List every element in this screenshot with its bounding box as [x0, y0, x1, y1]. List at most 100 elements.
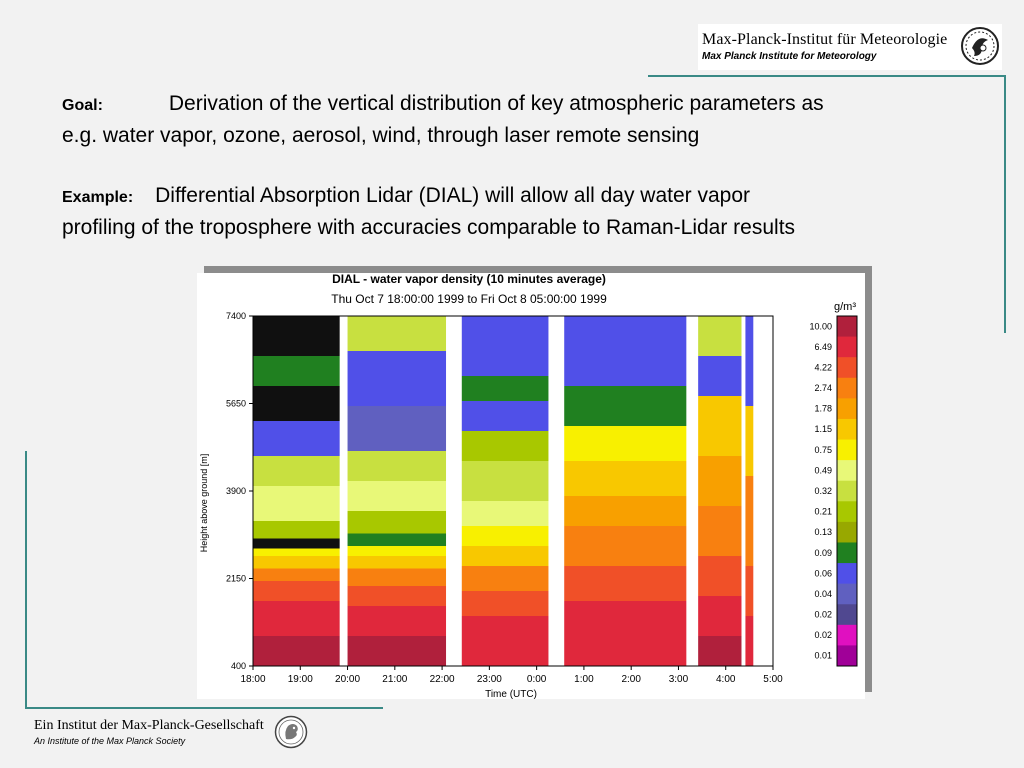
heatmap-band: [564, 601, 687, 666]
heatmap-band: [698, 456, 742, 506]
colorbar-swatch: [837, 418, 857, 441]
colorbar-swatch: [837, 357, 857, 379]
heatmap-band: [698, 556, 742, 596]
heatmap-band: [698, 506, 742, 556]
colorbar-swatch: [837, 542, 857, 564]
heatmap-band: [564, 316, 687, 386]
heatmap-band: [347, 568, 447, 586]
x-tick-label: 19:00: [288, 674, 313, 685]
example-text-line1: Differential Absorption Lidar (DIAL) wil…: [155, 184, 751, 207]
x-tick-label: 2:00: [621, 674, 641, 685]
colorbar-swatch: [837, 316, 857, 338]
data-segment: [461, 316, 549, 666]
colorbar-label: 0.21: [814, 507, 832, 517]
chart-subtitle: Thu Oct 7 18:00:00 1999 to Fri Oct 8 05:…: [331, 292, 607, 306]
colorbar-label: 0.02: [814, 630, 832, 640]
institute-name-en: Max Planck Institute for Meteorology: [702, 51, 877, 62]
heatmap-band: [253, 636, 340, 666]
heatmap-band: [461, 431, 549, 461]
colorbar-label: 0.13: [814, 527, 832, 537]
heatmap-band: [564, 426, 687, 461]
heatmap-band: [253, 581, 340, 601]
heatmap-band: [253, 316, 340, 356]
x-tick-label: 21:00: [382, 674, 407, 685]
heatmap-band: [347, 511, 447, 534]
heatmap-band: [347, 481, 447, 511]
heatmap-band: [347, 556, 447, 569]
heatmap-band: [461, 501, 549, 526]
heatmap-band: [564, 461, 687, 496]
colorbar-swatch: [837, 377, 857, 399]
top-rule: [648, 75, 1006, 77]
colorbar-label: 1.78: [814, 404, 832, 414]
x-tick-label: 22:00: [430, 674, 455, 685]
heatmap-band: [461, 461, 549, 501]
colorbar-label: 0.06: [814, 568, 832, 578]
chart-axes: 18:00 19:00 20:00 21:00 22:00 23:00 0:00 1:00 2:…: [226, 311, 783, 685]
heatmap-band: [253, 521, 340, 539]
heatmap-band: [564, 566, 687, 601]
goal-text-line1: Derivation of the vertical distribution …: [168, 92, 824, 115]
heatmap-band: [745, 616, 754, 666]
y-tick-label: 7400: [226, 311, 246, 321]
heatmap-band: [564, 526, 687, 566]
colorbar-label: 0.04: [814, 589, 832, 599]
colorbar-label: 0.49: [814, 465, 832, 475]
heatmap-band: [347, 546, 447, 556]
example-paragraph: Example: Differential Absorption Lidar (D…: [62, 181, 795, 243]
y-tick-label: 3900: [226, 486, 246, 496]
bottom-rule: [25, 707, 383, 709]
colorbar-label: 0.02: [814, 610, 832, 620]
x-tick-label: 5:00: [763, 674, 783, 685]
x-tick-label: 0:00: [527, 674, 547, 685]
y-axis-label: Height above ground [m]: [199, 454, 209, 553]
x-tick-label: 3:00: [669, 674, 689, 685]
heatmap-band: [461, 566, 549, 591]
heatmap-band: [253, 548, 340, 556]
minerva-emblem-icon: [274, 715, 308, 749]
colorbar-swatch: [837, 480, 857, 502]
heatmap-band: [698, 316, 742, 356]
x-tick-label: 18:00: [240, 674, 265, 685]
heatmap-band: [745, 316, 754, 406]
heatmap-band: [347, 586, 447, 606]
x-axis-label: Time (UTC): [485, 689, 537, 699]
heatmap-band: [347, 351, 447, 406]
goal-text-line2: e.g. water vapor, ozone, aerosol, wind, …: [62, 124, 700, 147]
colorbar-label: 2.74: [814, 383, 832, 393]
y-tick-label: 400: [231, 661, 246, 671]
colorbar-swatch: [837, 624, 857, 646]
colorbar-swatch: [837, 439, 857, 461]
heatmap-band: [253, 556, 340, 569]
heatmap-band: [461, 376, 549, 401]
heatmap-band: [698, 636, 742, 666]
example-label: Example:: [62, 189, 134, 206]
colorbar-label: 4.22: [814, 362, 832, 372]
heatmap-band: [347, 533, 447, 546]
colorbar-label: 0.09: [814, 548, 832, 558]
heatmap-band: [461, 546, 549, 566]
colorbar-swatch: [837, 460, 857, 482]
left-rule: [25, 451, 27, 709]
heatmap-band: [745, 476, 754, 566]
mpi-meteorology-emblem-icon: [961, 27, 999, 65]
x-tick-label: 4:00: [716, 674, 736, 685]
colorbar-swatch: [837, 583, 857, 605]
right-rule: [1004, 75, 1006, 333]
colorbar-swatch: [837, 604, 857, 626]
society-name-de: Ein Institut der Max-Planck-Gesellschaft: [34, 718, 264, 733]
colorbar-label: 10.00: [809, 321, 832, 331]
heatmap-band: [253, 421, 340, 456]
heatmap-band: [698, 596, 742, 636]
colorbar-frame: [836, 315, 858, 667]
heatmap-band: [564, 496, 687, 526]
y-tick-label: 2150: [226, 574, 246, 584]
heatmap-band: [745, 406, 754, 476]
heatmap-band: [461, 526, 549, 546]
colorbar-label: 6.49: [814, 342, 832, 352]
data-segment: [347, 316, 447, 666]
dial-water-vapor-chart: DIAL - water vapor density (10 minutes a…: [197, 272, 865, 700]
colorbar-swatch: [837, 501, 857, 523]
institute-logo: Max-Planck-Institut für Meteorologie Max…: [698, 24, 1002, 70]
goal-label: Goal:: [62, 97, 103, 114]
